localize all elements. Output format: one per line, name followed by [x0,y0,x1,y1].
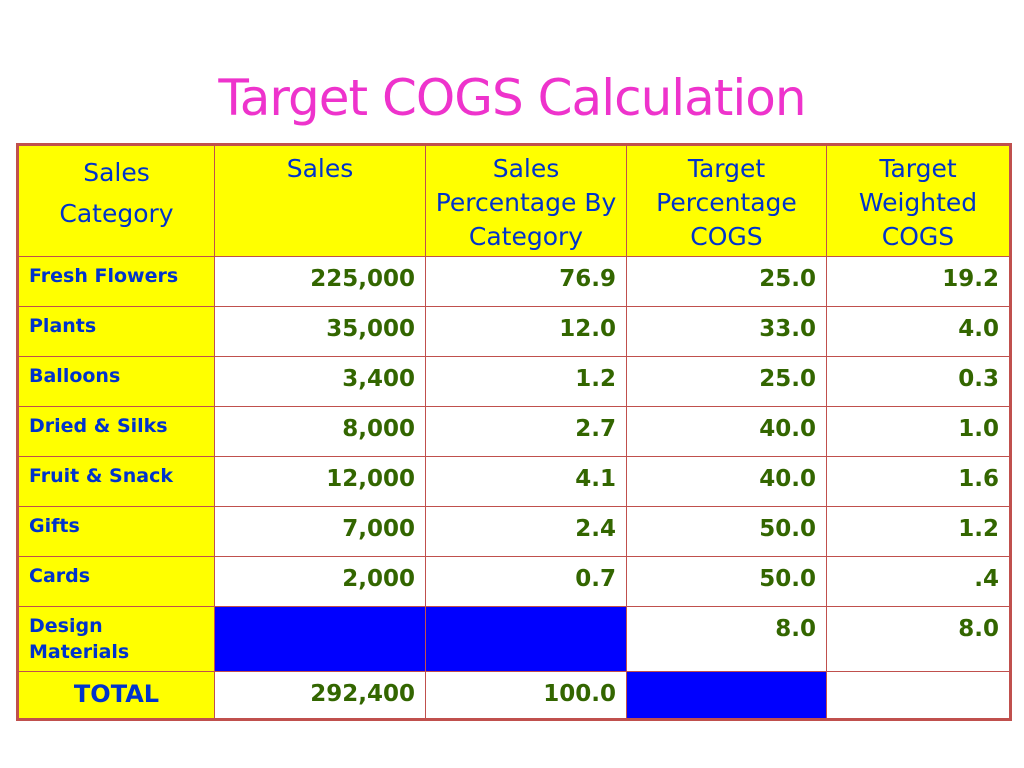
category-cell: Balloons [17,356,215,407]
weighted-cogs-cell: 8.0 [826,606,1011,672]
design-materials-row: Design Materials 8.0 8.0 [17,606,1011,672]
sales-cell: 3,400 [214,356,426,407]
category-line: Materials [29,641,130,663]
category-cell: Dried & Silks [17,406,215,457]
target-percentage-cell: 25.0 [626,256,827,307]
weighted-cogs-cell: .4 [826,556,1011,607]
category-cell: Gifts [17,506,215,557]
target-percentage-cell: 8.0 [626,606,827,672]
table-row: Fresh Flowers 225,000 76.9 25.0 19.2 [17,256,1011,307]
table-row: Fruit & Snack 12,000 4.1 40.0 1.6 [17,456,1011,507]
header-line: Percentage [656,188,797,217]
header-line: COGS [881,222,955,251]
header-line: Target [687,154,766,183]
table-row: Plants 35,000 12.0 33.0 4.0 [17,306,1011,357]
cogs-table: Sales Category Sales Sales Percentage By… [16,143,1012,721]
blue-filled-cell [626,671,827,720]
header-row: Sales Category Sales Sales Percentage By… [17,144,1011,257]
sales-percentage-cell: 76.9 [425,256,627,307]
target-percentage-cell: 50.0 [626,556,827,607]
header-sales-category: Sales Category [17,144,215,257]
table-row: Gifts 7,000 2.4 50.0 1.2 [17,506,1011,557]
sales-cell: 225,000 [214,256,426,307]
total-label: TOTAL [17,671,215,720]
weighted-cogs-cell: 1.0 [826,406,1011,457]
target-percentage-cell: 50.0 [626,506,827,557]
header-line: Category [468,222,584,251]
sales-percentage-cell: 4.1 [425,456,627,507]
sales-percentage-cell: 12.0 [425,306,627,357]
header-target-percentage: Target Percentage COGS [626,144,827,257]
sales-percentage-cell: 2.4 [425,506,627,557]
header-line: Sales [492,154,560,183]
target-percentage-cell: 25.0 [626,356,827,407]
table-row: Cards 2,000 0.7 50.0 .4 [17,556,1011,607]
category-cell: Cards [17,556,215,607]
weighted-cogs-cell: 0.3 [826,356,1011,407]
category-cell: Plants [17,306,215,357]
blue-filled-cell [425,606,627,672]
header-line: Weighted [858,188,978,217]
weighted-cogs-cell: 1.2 [826,506,1011,557]
total-sales-percentage-cell: 100.0 [425,671,627,720]
weighted-cogs-cell: 19.2 [826,256,1011,307]
table-row: Dried & Silks 8,000 2.7 40.0 1.0 [17,406,1011,457]
category-cell: Fresh Flowers [17,256,215,307]
weighted-cogs-cell: 1.6 [826,456,1011,507]
target-percentage-cell: 33.0 [626,306,827,357]
header-line: Category [59,199,174,228]
target-percentage-cell: 40.0 [626,456,827,507]
header-line: Percentage By [435,188,617,217]
sales-cell: 12,000 [214,456,426,507]
sales-cell: 8,000 [214,406,426,457]
category-line: Design [29,615,103,637]
target-percentage-cell: 40.0 [626,406,827,457]
sales-cell: 35,000 [214,306,426,357]
blue-filled-cell [214,606,426,672]
header-sales: Sales [214,144,426,257]
sales-cell: 2,000 [214,556,426,607]
sales-percentage-cell: 0.7 [425,556,627,607]
sales-cell: 7,000 [214,506,426,557]
category-cell: Fruit & Snack [17,456,215,507]
total-row: TOTAL 292,400 100.0 [17,671,1011,720]
header-line: COGS [690,222,763,251]
category-cell: Design Materials [17,606,215,672]
empty-cell [826,671,1011,720]
header-target-weighted: Target Weighted COGS [826,144,1011,257]
header-line: Sales [83,158,150,187]
header-line: Sales [286,154,354,183]
header-sales-percentage: Sales Percentage By Category [425,144,627,257]
header-line: Target [879,154,957,183]
sales-percentage-cell: 2.7 [425,406,627,457]
weighted-cogs-cell: 4.0 [826,306,1011,357]
total-sales-cell: 292,400 [214,671,426,720]
slide-title: Target COGS Calculation [218,69,806,127]
sales-percentage-cell: 1.2 [425,356,627,407]
table-row: Balloons 3,400 1.2 25.0 0.3 [17,356,1011,407]
